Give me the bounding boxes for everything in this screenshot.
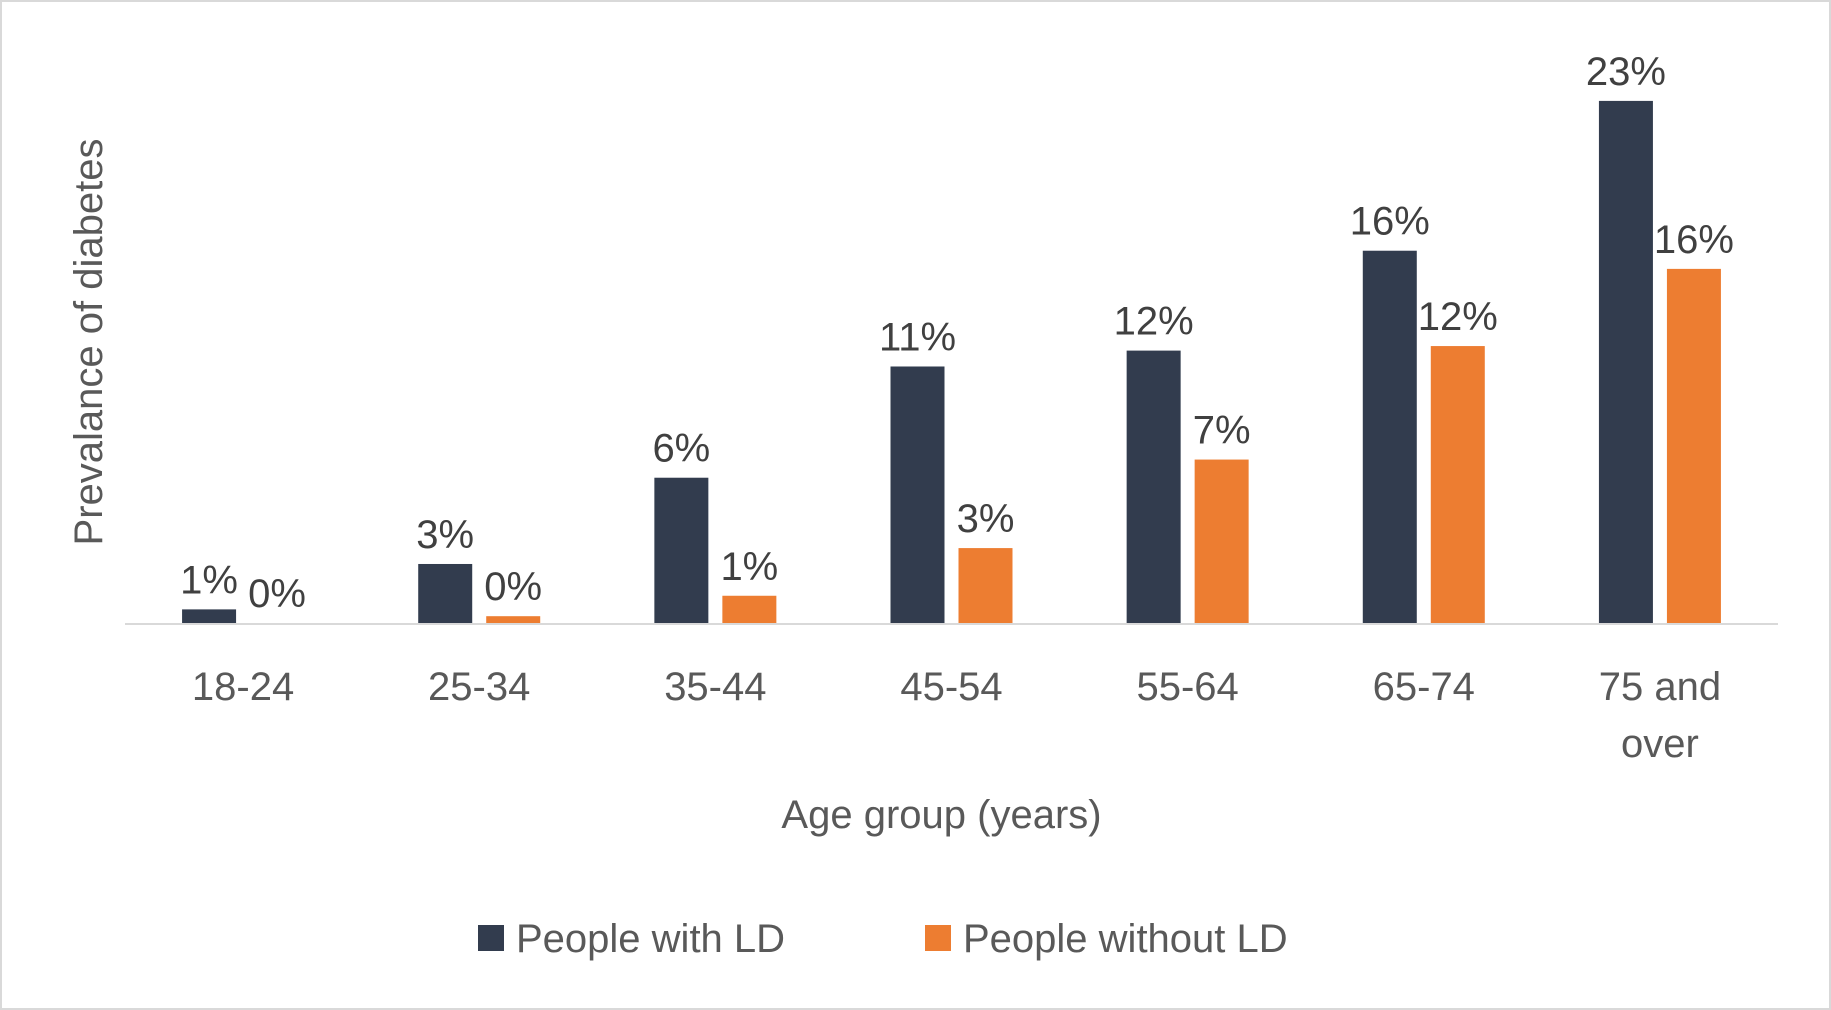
bar-with-ld <box>654 477 709 623</box>
bar-with-ld <box>418 563 473 623</box>
data-label: 16% <box>1654 218 1734 262</box>
bar-with-ld <box>1598 100 1653 624</box>
data-label: 6% <box>652 427 710 471</box>
bar-with-ld <box>182 609 237 623</box>
x-tick-label: 35-44 <box>664 665 766 709</box>
legend-label: People without LD <box>963 917 1288 961</box>
data-label: 1% <box>720 545 778 589</box>
bar-with-ld <box>1362 250 1417 624</box>
legend-label: People with LD <box>516 917 785 961</box>
x-tick-label: 55-64 <box>1136 665 1238 709</box>
data-label: 11% <box>879 315 956 359</box>
bar-without-ld <box>958 548 1013 623</box>
bar-with-ld <box>1126 350 1181 623</box>
bar-without-ld <box>1430 346 1485 623</box>
bar-without-ld <box>1194 459 1249 623</box>
bar-without-ld <box>722 595 777 623</box>
x-tick-label: 75 and <box>1599 665 1721 709</box>
data-label: 3% <box>957 497 1015 541</box>
data-label: 16% <box>1350 200 1430 244</box>
legend-swatch <box>925 925 951 951</box>
data-label: 0% <box>484 565 542 609</box>
x-tick-label: 25-34 <box>428 665 530 709</box>
data-label: 7% <box>1193 409 1251 453</box>
x-tick-label: 45-54 <box>900 665 1002 709</box>
data-label: 1% <box>180 558 238 602</box>
x-tick-label: 18-24 <box>192 665 294 709</box>
bar-without-ld <box>1666 268 1721 623</box>
data-label: 12% <box>1114 300 1194 344</box>
legend-swatch <box>478 925 504 951</box>
data-label: 3% <box>416 513 474 557</box>
y-axis-title: Prevalance of diabetes <box>67 139 111 546</box>
bar-without-ld <box>486 616 541 623</box>
data-label: 23% <box>1586 50 1666 94</box>
bar-with-ld <box>890 366 945 623</box>
data-label: 12% <box>1418 295 1498 339</box>
data-label: 0% <box>248 572 306 616</box>
x-tick-label: over <box>1621 722 1699 766</box>
x-axis-title: Age group (years) <box>781 793 1101 837</box>
x-tick-label: 65-74 <box>1373 665 1475 709</box>
